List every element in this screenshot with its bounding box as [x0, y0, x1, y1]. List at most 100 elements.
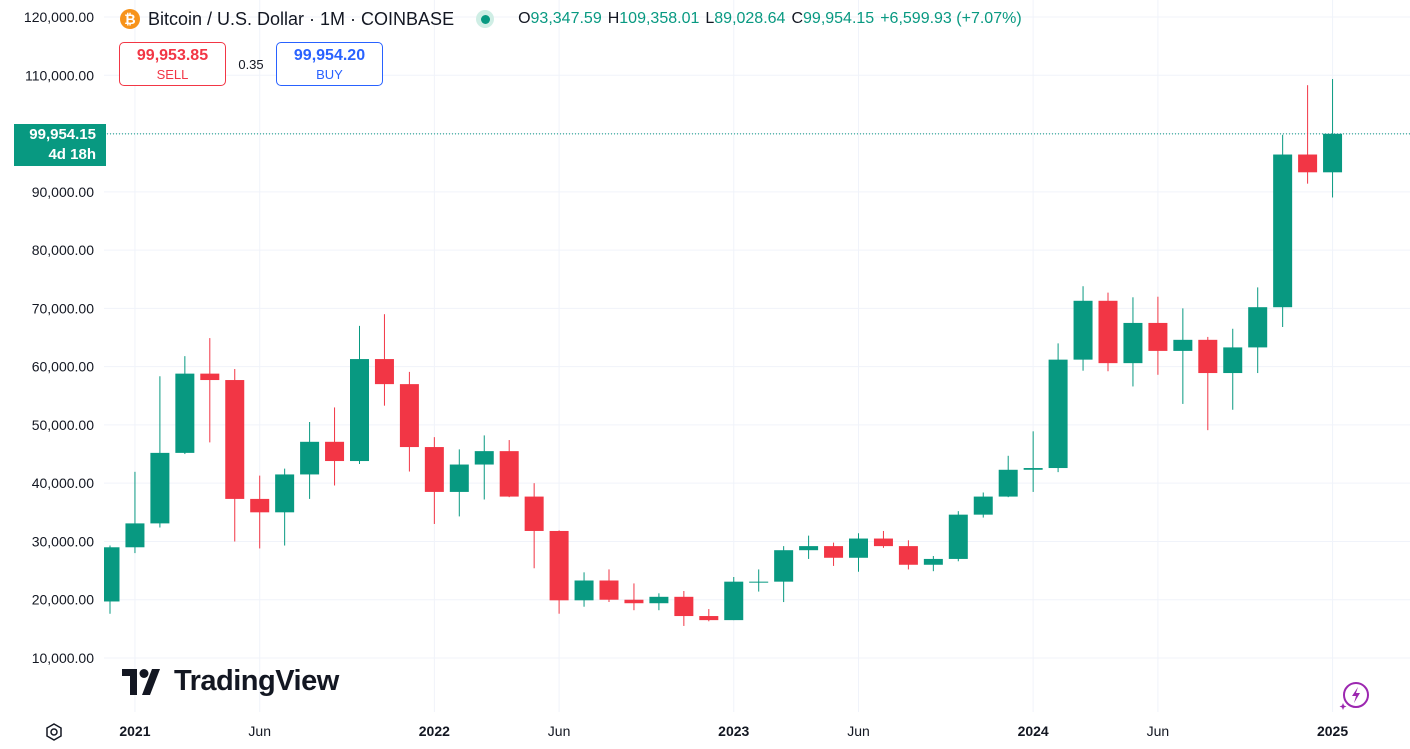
candle: [449, 449, 469, 517]
time-axis[interactable]: 2021 Jun 2022 Jun 2023 Jun 2024 Jun 2025: [119, 723, 1348, 739]
candle-body: [125, 523, 145, 548]
buy-label: BUY: [316, 66, 343, 82]
x-tick-label: Jun: [248, 723, 271, 739]
candle-body: [300, 441, 320, 475]
candle: [1098, 292, 1118, 372]
ohlc-open-value: 93,347.59: [530, 10, 602, 27]
candle-body: [1098, 300, 1118, 364]
y-tick-label: 90,000.00: [32, 184, 94, 200]
candle-body: [649, 596, 669, 604]
candle-body: [1198, 339, 1218, 374]
candle: [649, 593, 669, 611]
candle-body: [499, 451, 519, 497]
symbol-title[interactable]: Bitcoin / U.S. Dollar · 1M · COINBASE: [148, 8, 455, 29]
candle-body: [1148, 322, 1168, 351]
chart-header: ₿ Bitcoin / U.S. Dollar · 1M · COINBASE …: [120, 6, 1022, 32]
sell-price: 99,953.85: [136, 46, 209, 64]
candle: [624, 583, 644, 611]
candle: [774, 546, 794, 603]
candle-body: [1173, 339, 1193, 351]
candle: [125, 471, 145, 554]
market-status-icon[interactable]: [476, 10, 495, 28]
candle-body: [1023, 468, 1043, 470]
candle-body: [1323, 133, 1343, 173]
candle-body: [1223, 347, 1243, 374]
bitcoin-logo-icon: ₿: [120, 9, 140, 29]
candle-body: [399, 384, 419, 448]
candle: [374, 314, 394, 406]
y-tick-label: 10,000.00: [32, 650, 94, 666]
ohlc-low-value: 89,028.64: [714, 10, 786, 27]
candle: [104, 545, 120, 614]
trade-panel: 99,953.85 SELL 0.35 99,954.20 BUY: [119, 41, 383, 87]
status-dot-inner: [480, 14, 490, 24]
candle: [898, 540, 918, 570]
candle-body: [973, 496, 993, 515]
candle: [1123, 297, 1143, 387]
candle: [873, 530, 893, 548]
candle-body: [574, 580, 594, 601]
candle-body: [699, 616, 719, 621]
candle: [1048, 343, 1068, 473]
candle-body: [104, 547, 120, 602]
x-tick-label: Jun: [548, 723, 571, 739]
candle-body: [624, 599, 644, 604]
candle-body: [150, 452, 170, 524]
candle-body: [474, 451, 494, 465]
candle-body: [424, 447, 444, 492]
candle: [923, 556, 943, 572]
y-tick-label: 70,000.00: [32, 300, 94, 316]
y-tick-label: 120,000.00: [24, 9, 94, 25]
candle-body: [350, 359, 369, 462]
ohlc-close: C 99,954.15: [791, 10, 874, 28]
ohlc-open: O 93,347.59: [518, 10, 602, 28]
candle-body: [524, 496, 544, 531]
candle: [524, 483, 544, 569]
candle: [1198, 336, 1218, 431]
candle: [724, 577, 744, 621]
tradingview-logo[interactable]: TradingView: [122, 665, 339, 698]
last-price-value: 99,954.15: [29, 126, 96, 143]
candle: [499, 440, 519, 498]
price-axis[interactable]: 10,000.00 20,000.00 30,000.00 40,000.00 50,0…: [24, 9, 94, 666]
candle: [350, 325, 369, 464]
candle: [250, 475, 270, 549]
candle-body: [374, 359, 394, 385]
candle: [1273, 134, 1293, 328]
candle-body: [849, 538, 868, 558]
ohlc-close-key: C: [791, 10, 804, 27]
ohlc-low: L 89,028.64: [705, 10, 785, 28]
hexagon-settings-icon[interactable]: [44, 722, 64, 742]
candle-body: [1298, 154, 1318, 173]
candle-body: [1073, 300, 1093, 360]
candle: [973, 492, 993, 518]
x-tick-label: 2023: [718, 723, 749, 739]
candle: [1173, 308, 1193, 404]
candle: [1223, 328, 1243, 410]
candle-body: [275, 474, 295, 513]
candle: [1148, 296, 1168, 375]
sell-label: SELL: [156, 66, 189, 82]
lightning-assistant-icon[interactable]: [1337, 678, 1373, 714]
candle-body: [1248, 307, 1268, 348]
x-tick-label: Jun: [847, 723, 870, 739]
candle: [1023, 431, 1043, 492]
candles: [104, 79, 1343, 626]
candle-body: [898, 546, 918, 565]
tradingview-wordmark: TradingView: [174, 665, 339, 697]
candle: [399, 371, 419, 472]
buy-price: 99,954.20: [293, 46, 366, 64]
buy-button[interactable]: 99,954.20 BUY: [276, 42, 383, 86]
candle-body: [923, 558, 943, 565]
candle-body: [200, 373, 220, 381]
candle: [699, 609, 719, 622]
y-tick-label: 110,000.00: [25, 67, 94, 83]
sell-button[interactable]: 99,953.85 SELL: [119, 42, 226, 86]
candle-body: [449, 464, 469, 492]
candle-body: [225, 380, 245, 499]
horizontal-grid: [104, 16, 1410, 659]
candle: [948, 511, 968, 562]
candle: [1248, 287, 1268, 374]
candle: [1323, 79, 1343, 198]
